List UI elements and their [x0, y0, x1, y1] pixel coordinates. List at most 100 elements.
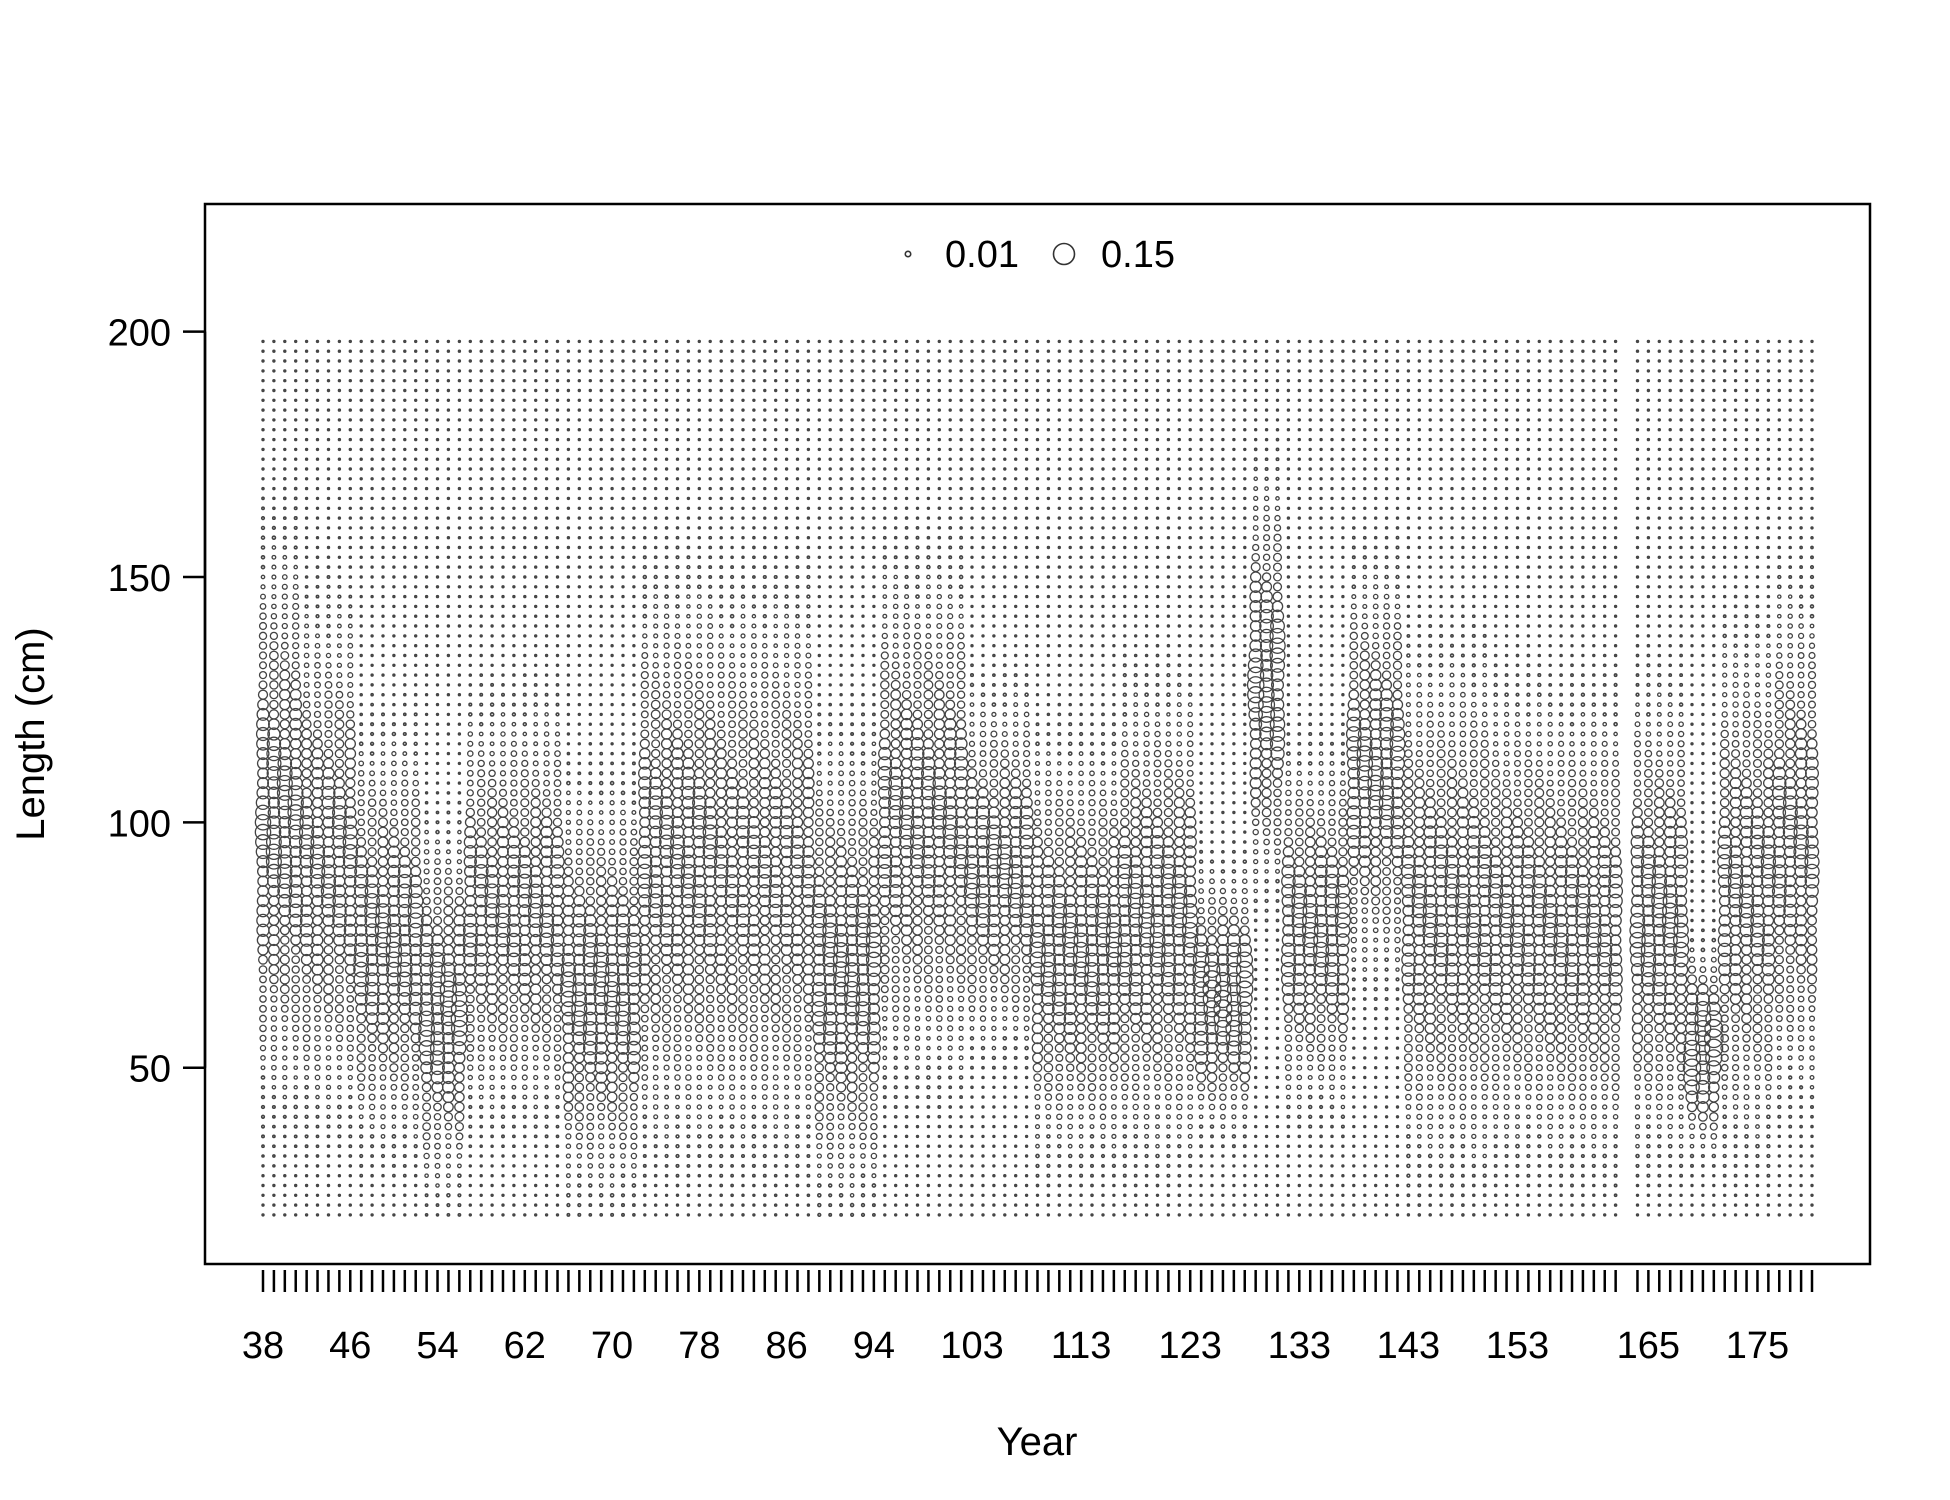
bubble-point: [424, 702, 429, 707]
bubble-point: [660, 865, 673, 878]
bubble-point: [572, 982, 587, 997]
bubble-point: [806, 339, 811, 344]
bubble-point: [599, 1213, 604, 1217]
bubble-point: [642, 1144, 647, 1149]
bubble-point: [490, 585, 494, 589]
bubble-point: [682, 963, 695, 976]
bubble-point: [741, 545, 745, 550]
bubble-point: [846, 1091, 858, 1103]
bubble-point: [728, 671, 736, 679]
bubble-point: [577, 702, 581, 707]
bubble-point: [498, 984, 508, 995]
bubble-point: [453, 933, 466, 947]
bubble-point: [413, 1193, 418, 1198]
bubble-point: [571, 1000, 588, 1017]
bubble-point: [365, 933, 379, 947]
bubble-point: [375, 942, 391, 958]
bubble-point: [277, 795, 293, 811]
bubble-point: [817, 741, 822, 746]
bubble-point: [424, 810, 429, 815]
bubble-point: [806, 359, 811, 363]
bubble-point: [289, 717, 303, 731]
bubble-point: [719, 1144, 724, 1149]
bubble-point: [477, 1064, 485, 1072]
bubble-point: [597, 847, 606, 856]
bubble-point: [806, 623, 811, 629]
bubble-point: [814, 1102, 825, 1112]
bubble-point: [479, 643, 483, 648]
bubble-point: [413, 1183, 418, 1188]
bubble-point: [791, 914, 804, 927]
bubble-point: [370, 722, 375, 727]
bubble-point: [291, 670, 301, 680]
bubble-point: [773, 1173, 778, 1178]
bubble-point: [566, 437, 571, 442]
bubble-point: [577, 761, 582, 766]
bubble-point: [784, 418, 789, 422]
bubble-point: [708, 1193, 712, 1198]
bubble-point: [817, 467, 821, 471]
bubble-point: [740, 1064, 746, 1071]
bubble-point: [738, 729, 748, 739]
bubble-point: [268, 953, 280, 966]
bubble-point: [736, 835, 750, 849]
bubble-point: [289, 855, 302, 868]
bubble-point: [347, 1084, 353, 1090]
bubble-point: [315, 545, 320, 550]
bubble-point: [599, 1203, 604, 1208]
bubble-point: [626, 1021, 641, 1036]
bubble-point: [697, 565, 702, 570]
bubble-point: [403, 428, 407, 432]
bubble-point: [741, 467, 745, 471]
bubble-point: [751, 1084, 757, 1090]
bubble-point: [257, 954, 268, 965]
bubble-point: [706, 1043, 715, 1053]
bubble-point: [346, 710, 355, 719]
bubble-point: [583, 1011, 598, 1026]
bubble-point: [370, 516, 374, 520]
bubble-point: [468, 447, 472, 452]
bubble-point: [544, 692, 549, 697]
bubble-point: [359, 1203, 363, 1207]
bubble-point: [850, 663, 854, 667]
bubble-point: [795, 545, 800, 550]
bubble-point: [621, 604, 625, 609]
bubble-point: [435, 585, 440, 589]
bubble-point: [762, 1124, 767, 1129]
bubble-point: [446, 791, 451, 795]
bubble-point: [664, 555, 669, 560]
bubble-point: [616, 953, 630, 967]
bubble-point: [271, 593, 277, 600]
bubble-point: [771, 681, 780, 689]
bubble-point: [610, 751, 614, 756]
bubble-point: [762, 633, 768, 639]
bubble-point: [588, 761, 593, 766]
bubble-point: [563, 1102, 574, 1112]
bubble-point: [392, 379, 396, 383]
bubble-point: [519, 924, 531, 937]
bubble-point: [488, 1044, 496, 1052]
bubble-point: [771, 749, 780, 758]
bubble-point: [403, 634, 407, 638]
bubble-point: [283, 398, 287, 402]
bubble-point: [293, 1114, 298, 1120]
bubble-point: [435, 555, 440, 559]
bubble-point: [610, 692, 614, 697]
bubble-point: [741, 349, 745, 353]
bubble-point: [326, 457, 331, 461]
bubble-point: [833, 971, 850, 988]
bubble-point: [566, 1183, 571, 1188]
bubble-point: [577, 467, 581, 471]
bubble-point: [326, 388, 331, 393]
bubble-point: [555, 1164, 560, 1168]
bubble-point: [282, 486, 287, 491]
bubble-point: [554, 731, 561, 737]
bubble-point: [795, 1104, 800, 1110]
bubble-point: [828, 359, 832, 363]
bubble-point: [377, 875, 389, 887]
bubble-point: [512, 585, 516, 589]
bubble-point: [271, 525, 277, 531]
bubble-point: [446, 751, 451, 756]
bubble-point: [555, 1114, 560, 1119]
bubble-point: [664, 1193, 669, 1198]
